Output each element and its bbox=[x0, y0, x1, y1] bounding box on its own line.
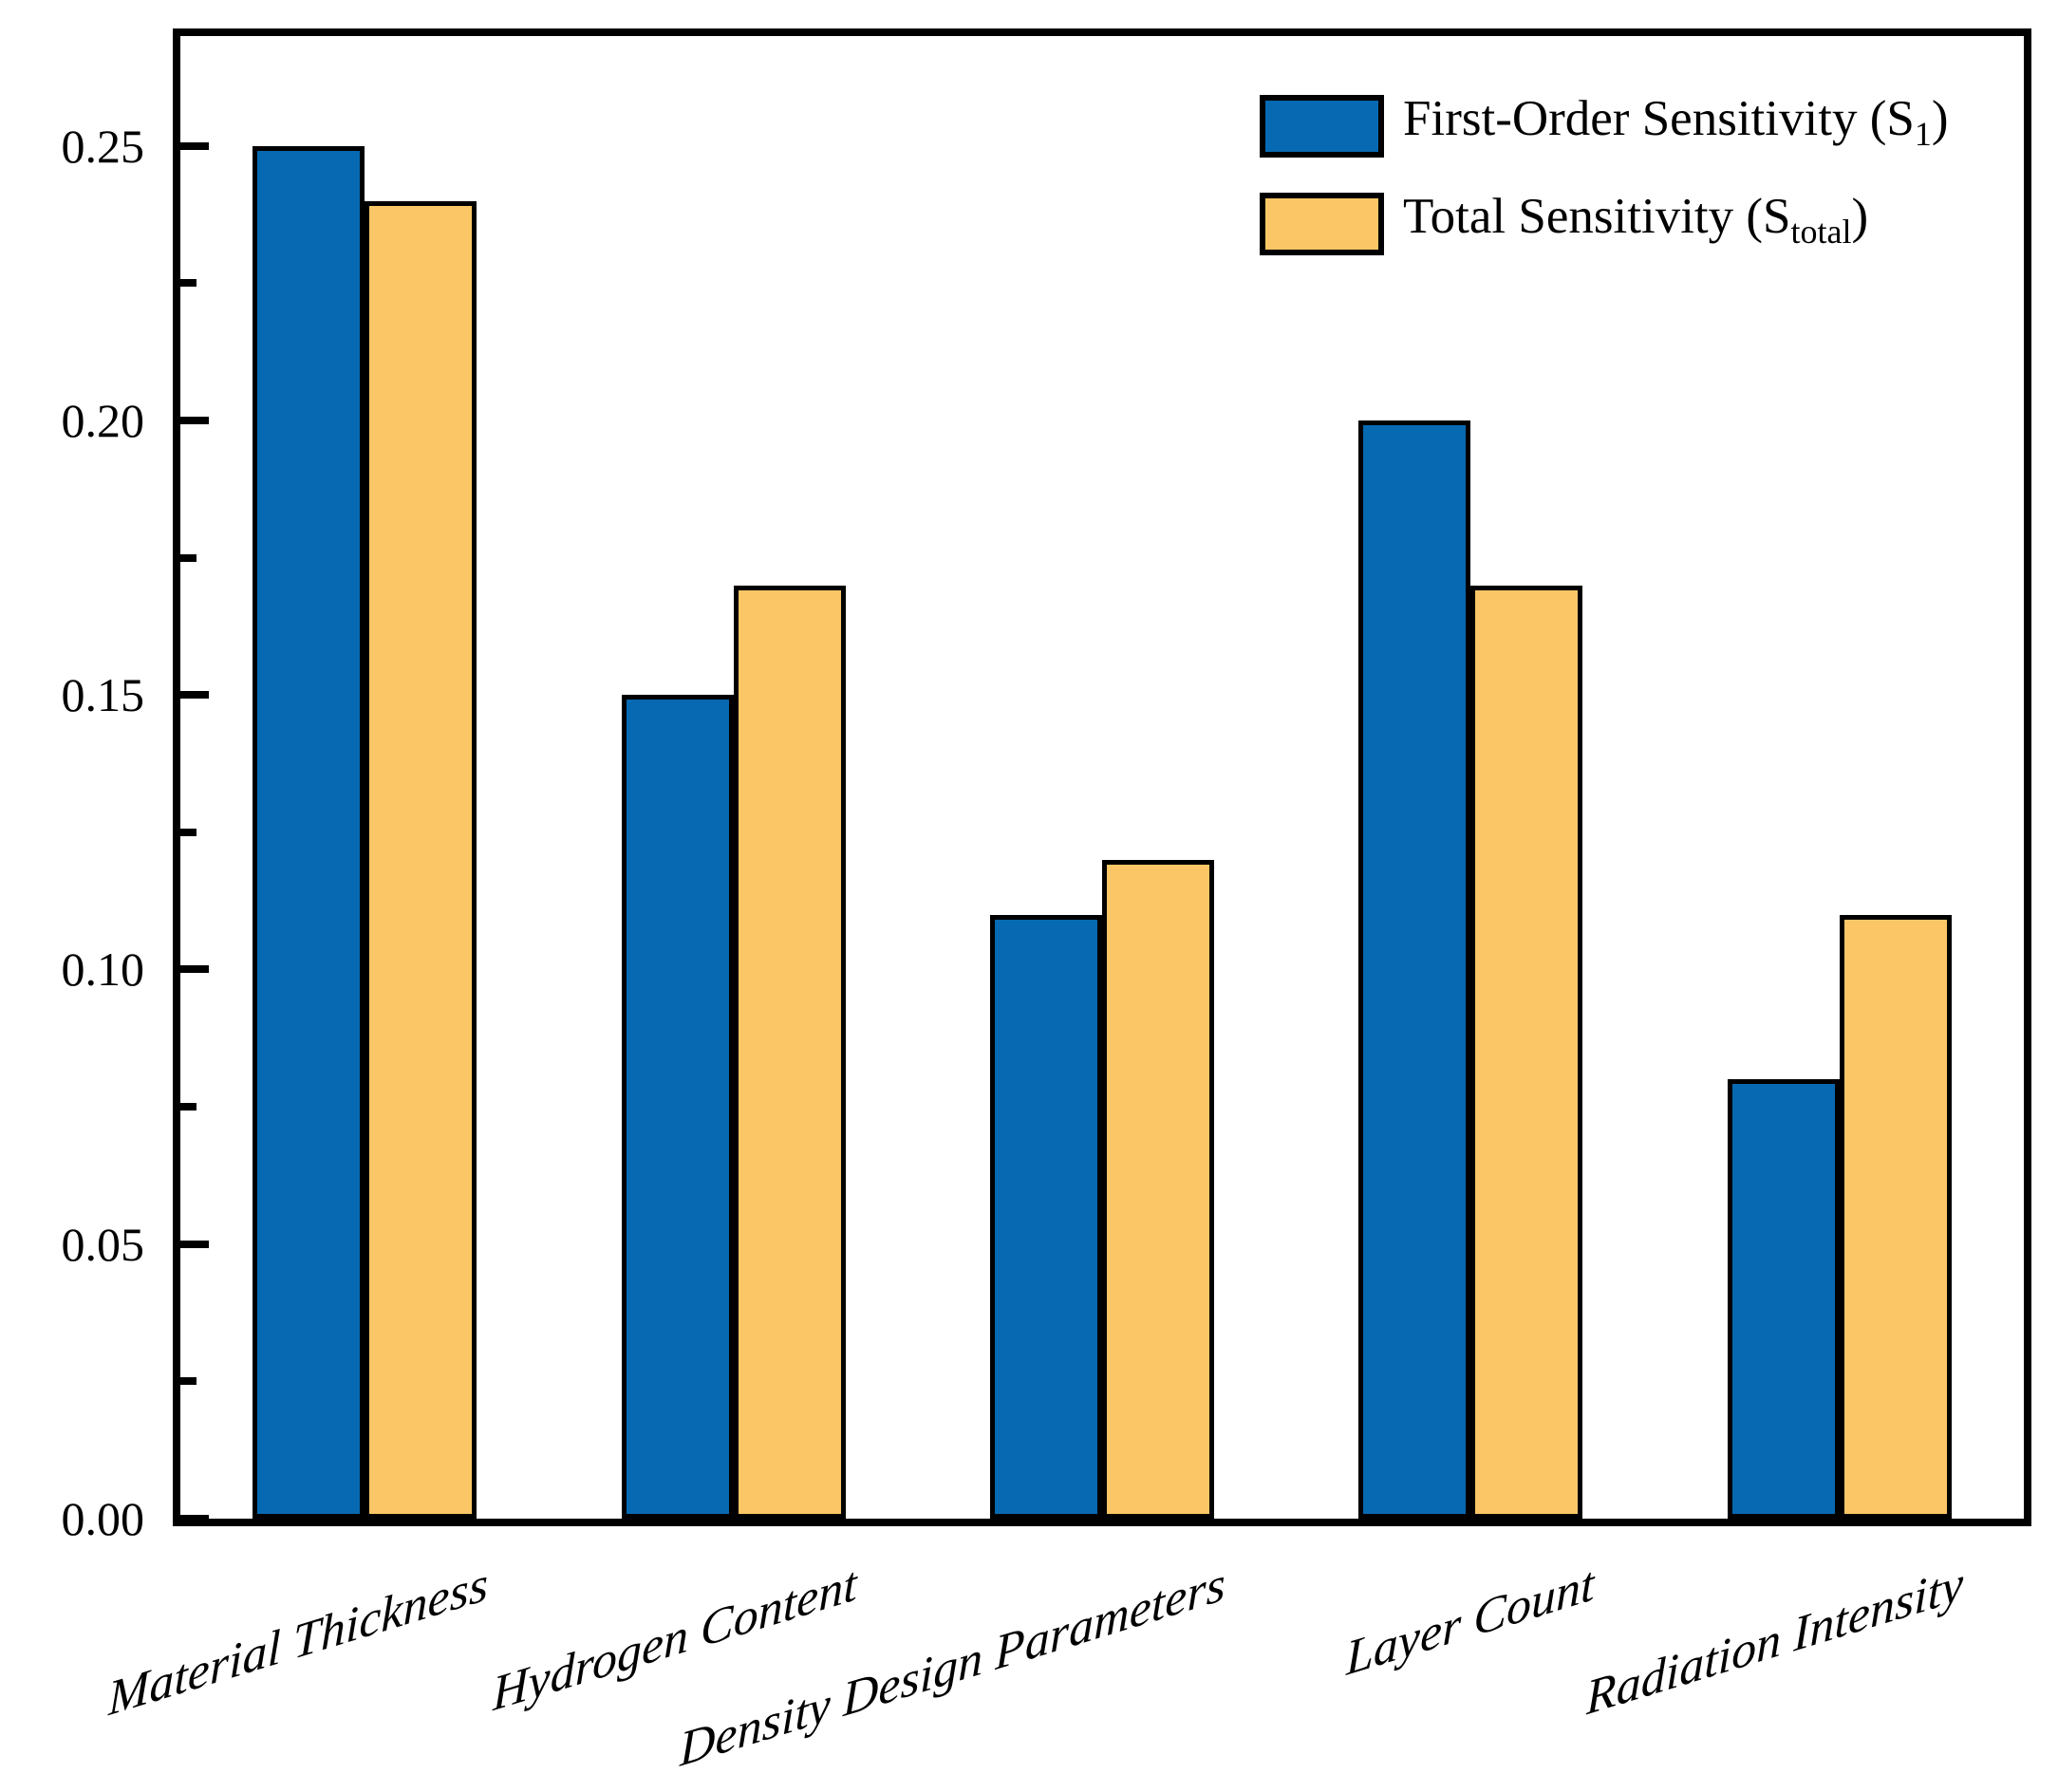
legend-row-first-order: First-Order Sensitivity (S1) bbox=[1260, 91, 1948, 158]
bar-first-order-layer-count bbox=[1358, 420, 1470, 1519]
bar-total-layer-count bbox=[1470, 586, 1582, 1519]
y-axis-tick-label: 0.25 bbox=[61, 120, 145, 173]
legend-label-total: Total Sensitivity (Stotal) bbox=[1403, 188, 1868, 260]
bar-first-order-hydrogen-content bbox=[622, 695, 734, 1519]
y-axis-minor-tick bbox=[180, 554, 196, 562]
plot-area bbox=[173, 28, 2031, 1526]
bar-total-hydrogen-content bbox=[734, 586, 846, 1519]
y-axis-tick-label: 0.20 bbox=[61, 394, 145, 447]
y-axis-major-tick bbox=[180, 691, 209, 699]
y-axis-major-tick bbox=[180, 417, 209, 424]
bar-first-order-radiation-intensity bbox=[1728, 1079, 1840, 1519]
bar-first-order-material-thickness bbox=[253, 146, 365, 1519]
y-axis-tick-label: 0.10 bbox=[61, 943, 145, 996]
y-axis-minor-tick bbox=[180, 1103, 196, 1111]
legend-swatch-first-order bbox=[1260, 95, 1384, 158]
x-category-label: Radiation Intensity bbox=[1585, 1557, 1963, 1727]
bar-total-density-design-parameters bbox=[1102, 860, 1214, 1519]
legend-text: Total Sensitivity (S bbox=[1403, 189, 1791, 244]
bar-total-material-thickness bbox=[365, 201, 477, 1519]
y-axis-major-tick bbox=[180, 1241, 209, 1248]
bar-first-order-density-design-parameters bbox=[990, 915, 1102, 1519]
legend-row-total: Total Sensitivity (Stotal) bbox=[1260, 189, 1948, 255]
y-axis-tick-label: 0.05 bbox=[61, 1218, 145, 1271]
x-category-label: Layer Count bbox=[1345, 1557, 1594, 1687]
bar-total-radiation-intensity bbox=[1840, 915, 1952, 1519]
legend: First-Order Sensitivity (S1) Total Sensi… bbox=[1260, 91, 1948, 290]
y-axis-major-tick bbox=[180, 1515, 209, 1522]
legend-text-close: ) bbox=[1931, 91, 1949, 146]
y-axis-major-tick bbox=[180, 142, 209, 150]
legend-text-close: ) bbox=[1851, 189, 1869, 244]
legend-label-first-order: First-Order Sensitivity (S1) bbox=[1403, 90, 1948, 162]
y-axis-minor-tick bbox=[180, 829, 196, 836]
y-axis-major-tick bbox=[180, 965, 209, 973]
legend-subscript: 1 bbox=[1914, 115, 1932, 153]
legend-swatch-total bbox=[1260, 193, 1384, 255]
y-axis-tick-label: 0.00 bbox=[61, 1492, 145, 1545]
legend-subscript: total bbox=[1790, 213, 1852, 251]
x-category-label: Material Thickness bbox=[107, 1557, 488, 1727]
y-axis-minor-tick bbox=[180, 279, 196, 287]
y-axis-minor-tick bbox=[180, 1377, 196, 1385]
legend-text: First-Order Sensitivity (S bbox=[1403, 91, 1915, 146]
y-axis-tick-label: 0.15 bbox=[61, 668, 145, 721]
